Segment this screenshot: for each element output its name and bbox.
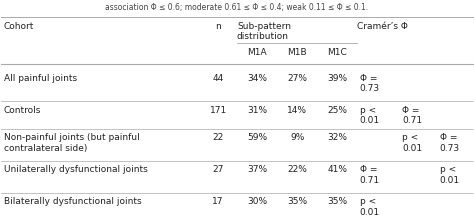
Text: 34%: 34% (247, 74, 267, 82)
Text: p <
0.01: p < 0.01 (359, 106, 380, 125)
Text: Φ =
0.71: Φ = 0.71 (359, 165, 380, 185)
Text: p <
0.01: p < 0.01 (359, 197, 380, 217)
Text: M1B: M1B (287, 48, 307, 57)
Text: 31%: 31% (247, 106, 267, 115)
Text: Cramér’s Φ: Cramér’s Φ (357, 22, 408, 31)
Text: M1A: M1A (247, 48, 267, 57)
Text: Cohort: Cohort (4, 22, 34, 31)
Text: Controls: Controls (4, 106, 41, 115)
Text: 27: 27 (212, 165, 224, 174)
Text: 39%: 39% (327, 74, 347, 82)
Text: 9%: 9% (290, 133, 304, 142)
Text: 44: 44 (212, 74, 224, 82)
Text: n: n (215, 22, 221, 31)
Text: 27%: 27% (287, 74, 307, 82)
Text: 171: 171 (210, 106, 227, 115)
Text: p <
0.01: p < 0.01 (402, 133, 422, 153)
Text: 59%: 59% (247, 133, 267, 142)
Text: Unilaterally dysfunctional joints: Unilaterally dysfunctional joints (4, 165, 147, 174)
Text: All painful joints: All painful joints (4, 74, 77, 82)
Text: Φ =
0.73: Φ = 0.73 (359, 74, 380, 93)
Text: M1C: M1C (327, 48, 347, 57)
Text: Bilaterally dysfunctional joints: Bilaterally dysfunctional joints (4, 197, 141, 206)
Text: 35%: 35% (287, 197, 307, 206)
Text: Non-painful joints (but painful
contralateral side): Non-painful joints (but painful contrala… (4, 133, 139, 153)
Text: 22%: 22% (287, 165, 307, 174)
Text: 35%: 35% (327, 197, 347, 206)
Text: Φ =
0.71: Φ = 0.71 (402, 106, 422, 125)
Text: 32%: 32% (327, 133, 347, 142)
Text: 25%: 25% (327, 106, 347, 115)
Text: p <
0.01: p < 0.01 (439, 165, 460, 185)
Text: 37%: 37% (247, 165, 267, 174)
Text: association Φ ≤ 0.6; moderate 0.61 ≤ Φ ≤ 0.4; weak 0.11 ≤ Φ ≤ 0.1.: association Φ ≤ 0.6; moderate 0.61 ≤ Φ ≤… (105, 4, 369, 13)
Text: 41%: 41% (327, 165, 347, 174)
Text: 30%: 30% (247, 197, 267, 206)
Text: 17: 17 (212, 197, 224, 206)
Text: 22: 22 (212, 133, 224, 142)
Text: Sub-pattern
distribution: Sub-pattern distribution (237, 22, 291, 41)
Text: Φ =
0.73: Φ = 0.73 (439, 133, 460, 153)
Text: 14%: 14% (287, 106, 307, 115)
